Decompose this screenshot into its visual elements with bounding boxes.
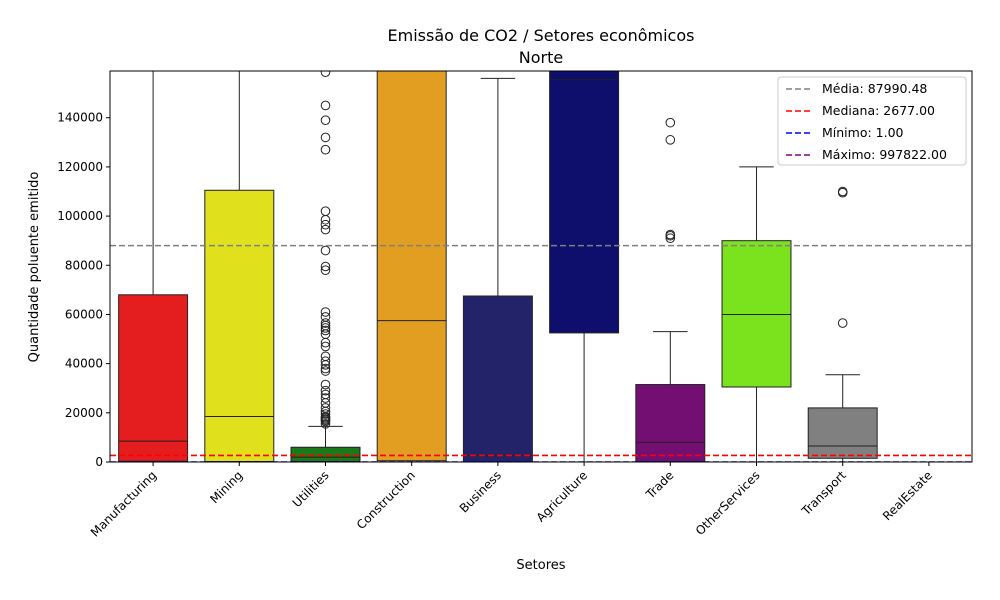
outlier-point — [665, 117, 676, 128]
outlier-point — [837, 186, 848, 197]
x-tick-label: OtherServices — [693, 468, 763, 538]
x-tick-label: Business — [457, 468, 504, 515]
box-transport — [807, 186, 878, 462]
box-body — [290, 446, 361, 462]
box-body — [376, 71, 447, 462]
box-manufacturing — [118, 71, 189, 462]
x-axis-label: Setores — [516, 558, 565, 573]
x-tick-label: Transport — [798, 468, 849, 519]
y-axis-label: Quantidade poluente emitido — [27, 172, 42, 363]
outlier-point — [320, 265, 331, 275]
y-tick-label: 60000 — [65, 307, 103, 321]
outlier-point — [320, 245, 331, 256]
x-tick-label: Mining — [207, 468, 245, 506]
chart-title: Emissão de CO2 / Setores econômicos — [388, 26, 695, 45]
outlier-point — [320, 409, 331, 419]
outlier-point — [320, 385, 331, 396]
box-body — [635, 384, 706, 462]
plot-area — [110, 71, 972, 462]
outlier-point — [320, 144, 331, 155]
chart-subtitle: Norte — [519, 48, 563, 67]
box-business — [462, 77, 533, 462]
box-otherservices — [721, 166, 792, 462]
x-tick-label: Trade — [643, 468, 677, 502]
legend-label: Máximo: 997822.00 — [822, 147, 947, 162]
box-body — [721, 240, 792, 388]
outlier-point — [320, 100, 331, 111]
y-tick-label: 100000 — [57, 209, 103, 223]
outlier-point — [320, 214, 331, 225]
box-agriculture — [549, 71, 620, 462]
outlier-point — [320, 71, 331, 78]
box-body — [462, 295, 533, 462]
outlier-point — [320, 398, 331, 408]
plot-frame — [109, 70, 973, 463]
outlier-point — [320, 379, 331, 390]
y-tick-label: 80000 — [65, 258, 103, 272]
y-tick-label: 0 — [95, 455, 103, 469]
outlier-point — [665, 135, 676, 145]
outlier-point — [665, 229, 676, 240]
legend-label: Média: 87990.48 — [822, 81, 927, 96]
plot-clip-group — [110, 71, 972, 462]
y-tick-label: 120000 — [57, 160, 103, 174]
y-tick-label: 140000 — [57, 111, 103, 125]
legend: Média: 87990.48 Mediana: 2677.00 Mínimo: 1… — [777, 76, 967, 166]
box-body — [807, 407, 878, 459]
legend-box — [777, 76, 967, 166]
outlier-point — [320, 325, 331, 336]
outlier-point — [320, 403, 331, 413]
box-body — [204, 189, 275, 462]
outlier-point — [320, 393, 331, 403]
outlier-point — [320, 341, 331, 352]
outlier-point — [320, 224, 331, 235]
x-tick-label: Manufacturing — [88, 468, 159, 539]
outlier-point — [320, 312, 331, 322]
box-body — [118, 294, 189, 462]
outlier-point — [320, 351, 331, 362]
outlier-point — [320, 366, 331, 376]
outlier-point — [320, 323, 331, 333]
box-construction — [376, 71, 447, 462]
outlier-point — [320, 318, 331, 328]
outlier-point — [320, 206, 331, 216]
box-body — [549, 71, 620, 334]
outlier-point — [320, 261, 331, 272]
box-trade — [635, 117, 706, 462]
outlier-point — [320, 363, 331, 374]
legend-label: Mínimo: 1.00 — [822, 125, 904, 140]
box-mining — [204, 71, 275, 462]
outlier-point — [320, 356, 331, 366]
outlier-point — [320, 419, 331, 429]
outlier-point — [320, 115, 331, 125]
outlier-point — [320, 132, 331, 143]
x-tick-label: Construction — [354, 468, 418, 532]
outlier-point — [665, 233, 676, 244]
outlier-point — [837, 318, 848, 328]
x-tick-label: Utilities — [290, 468, 332, 510]
x-tick-label: RealEstate — [880, 468, 935, 523]
outlier-point — [320, 389, 331, 400]
y-tick-label: 40000 — [65, 357, 103, 371]
outlier-point — [320, 219, 331, 230]
y-tick-label: 20000 — [65, 406, 103, 420]
outlier-point — [320, 307, 331, 317]
x-tick-label: Agriculture — [534, 468, 591, 525]
box-utilities — [290, 71, 361, 462]
legend-label: Mediana: 2677.00 — [822, 103, 935, 118]
